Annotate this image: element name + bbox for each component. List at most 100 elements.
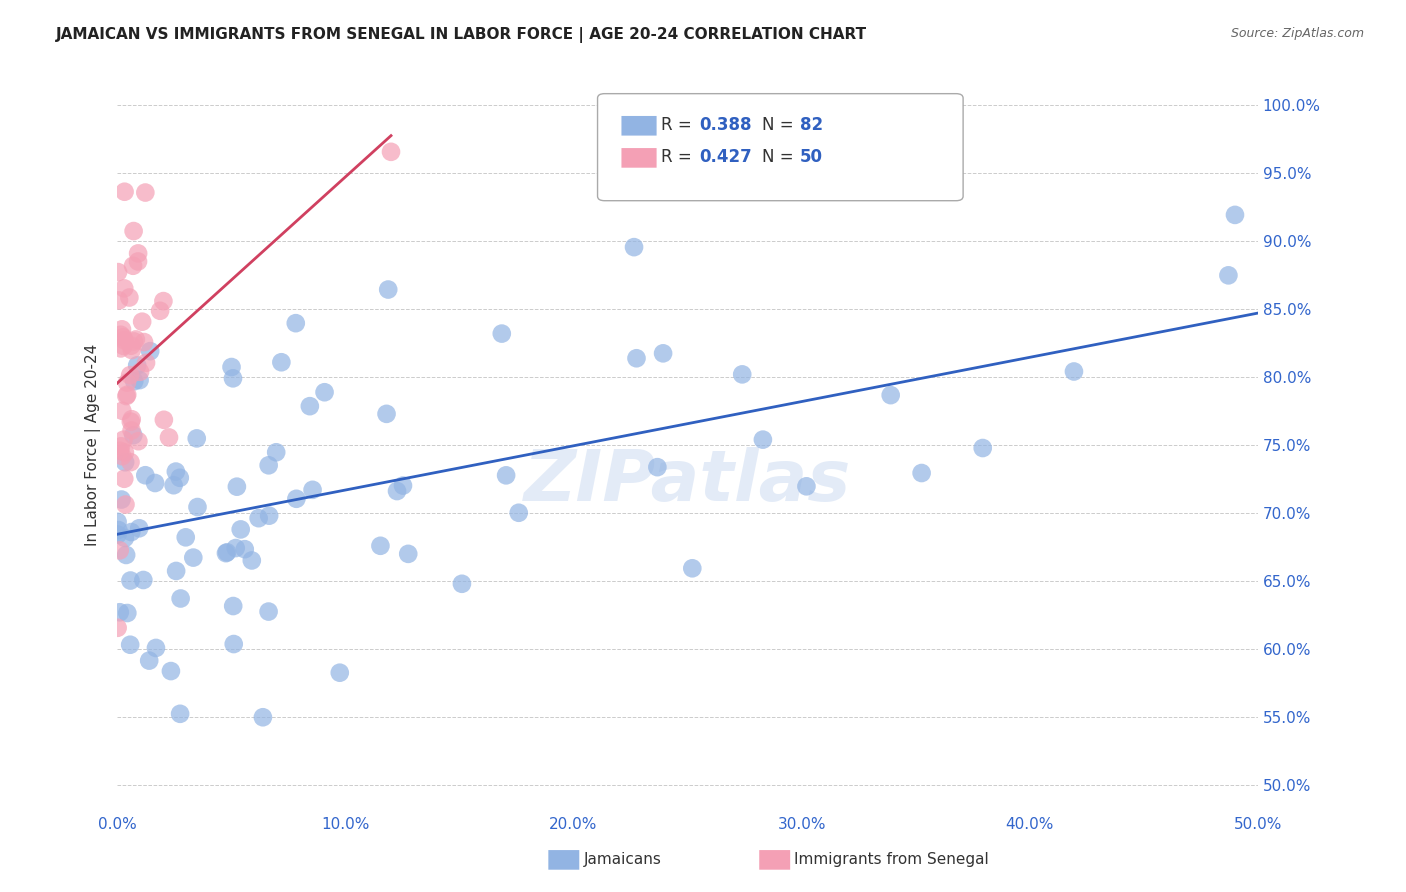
Point [125, 333, 148, 347]
Point [160, 664, 183, 678]
Point [186, 500, 208, 514]
Point [314, 385, 336, 400]
Point [122, 374, 145, 388]
Text: R =: R = [661, 116, 697, 134]
Point [169, 591, 191, 606]
Point [285, 491, 308, 506]
Point [107, 527, 129, 541]
Point [222, 599, 245, 613]
Point [879, 388, 901, 402]
Point [108, 293, 131, 308]
Text: Jamaicans: Jamaicans [583, 853, 661, 867]
Point [122, 224, 145, 238]
Point [508, 506, 530, 520]
Point [647, 460, 669, 475]
Point [731, 368, 754, 382]
Point [796, 479, 818, 493]
Point [225, 480, 247, 494]
Point [174, 530, 197, 544]
Point [375, 407, 398, 421]
Point [972, 441, 994, 455]
Point [115, 548, 138, 562]
Text: 0.427: 0.427 [699, 148, 752, 166]
Point [120, 339, 142, 353]
Point [377, 283, 399, 297]
Point [114, 498, 136, 512]
Point [491, 326, 513, 341]
Point [138, 654, 160, 668]
Point [107, 523, 129, 537]
Point [370, 539, 392, 553]
Point [451, 576, 474, 591]
Point [132, 573, 155, 587]
Point [121, 343, 143, 357]
Point [134, 186, 156, 200]
Point [131, 315, 153, 329]
Point [120, 524, 142, 539]
Point [284, 316, 307, 330]
Point [165, 465, 187, 479]
Point [110, 439, 132, 453]
Point [752, 433, 775, 447]
Point [252, 710, 274, 724]
Point [225, 541, 247, 555]
Point [380, 145, 402, 159]
Point [1223, 208, 1246, 222]
Point [169, 706, 191, 721]
Point [149, 303, 172, 318]
Text: 50: 50 [800, 148, 823, 166]
Point [112, 330, 135, 344]
Point [264, 445, 287, 459]
Point [257, 605, 280, 619]
Point [222, 637, 245, 651]
Point [127, 254, 149, 268]
Text: N =: N = [762, 116, 799, 134]
Point [110, 492, 132, 507]
Point [115, 376, 138, 390]
Point [222, 371, 245, 385]
Text: 0.388: 0.388 [699, 116, 751, 134]
Point [626, 351, 648, 366]
Point [112, 472, 135, 486]
Point [112, 281, 135, 295]
Point [121, 412, 143, 426]
Point [127, 434, 149, 449]
Point [1063, 364, 1085, 378]
Point [120, 638, 142, 652]
Point [233, 542, 256, 557]
Point [1218, 268, 1240, 283]
Point [247, 511, 270, 525]
Point [128, 373, 150, 387]
Point [122, 428, 145, 442]
Point [120, 574, 142, 588]
Point [122, 259, 145, 273]
Point [117, 606, 139, 620]
Point [120, 455, 142, 469]
Point [108, 605, 131, 619]
Point [120, 368, 142, 383]
Point [257, 508, 280, 523]
Point [129, 365, 152, 379]
Text: Immigrants from Senegal: Immigrants from Senegal [794, 853, 990, 867]
Point [298, 399, 321, 413]
Point [910, 466, 932, 480]
Point [157, 430, 180, 444]
Point [128, 521, 150, 535]
Point [623, 240, 645, 254]
Text: ZIPatlas: ZIPatlas [524, 447, 851, 516]
Point [114, 531, 136, 545]
Text: 82: 82 [800, 116, 823, 134]
Point [114, 445, 136, 459]
Point [112, 433, 135, 447]
Point [114, 455, 136, 469]
Point [134, 468, 156, 483]
Point [221, 359, 243, 374]
Point [139, 344, 162, 359]
Text: Source: ZipAtlas.com: Source: ZipAtlas.com [1230, 27, 1364, 40]
Point [110, 342, 132, 356]
Point [108, 443, 131, 458]
Text: N =: N = [762, 148, 799, 166]
Y-axis label: In Labor Force | Age 20-24: In Labor Force | Age 20-24 [86, 343, 101, 546]
Point [652, 346, 675, 360]
Point [396, 547, 419, 561]
